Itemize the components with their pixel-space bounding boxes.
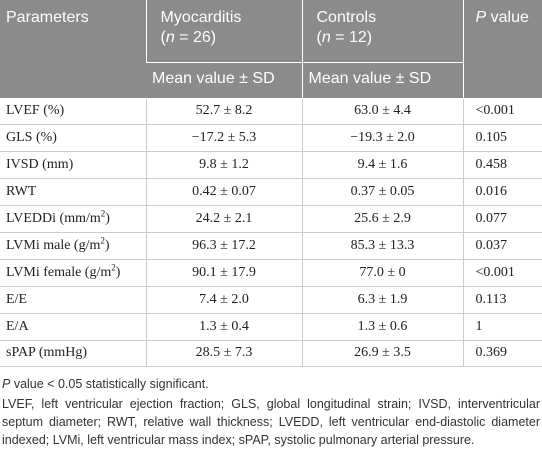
group-name: Myocarditis: [160, 9, 242, 26]
superscript: 2: [100, 208, 106, 219]
text: value < 0.05 statistically significant.: [10, 377, 209, 392]
table-row: E/E 7.4 ± 2.0 6.3 ± 1.9 0.113: [0, 286, 542, 314]
text: RWT: [6, 184, 37, 200]
table-row: LVEDDi (mm/m2) 24.2 ± 2.1 25.6 ± 2.9 0.077: [0, 205, 542, 233]
row-label: LVMi male (g/m2): [0, 232, 146, 260]
text: LVMi female (g/m: [6, 264, 112, 280]
text: LVMi male (g/m: [6, 237, 101, 253]
p-value-cell: <0.001: [462, 259, 542, 287]
p-value-cell: 1: [462, 313, 542, 341]
row-label: LVEF (%): [0, 98, 146, 126]
value-cell: 26.9 ± 3.5: [301, 340, 463, 368]
value-cell: 0.37 ± 0.05: [301, 178, 463, 207]
value-cell: 6.3 ± 1.9: [301, 286, 463, 314]
text: IVSD (mm): [6, 157, 74, 173]
value-cell: 0.42 ± 0.07: [145, 178, 302, 207]
table-body: LVEF (%) 52.7 ± 8.2 63.0 ± 4.4 <0.001 GLS (%…: [0, 98, 542, 368]
p-value-cell: 0.037: [462, 232, 542, 260]
subheader-cell: Mean value ± SD: [146, 62, 302, 99]
text: ): [104, 237, 110, 253]
table-row: LVMi male (g/m2) 96.3 ± 17.2 85.3 ± 13.3 0.…: [0, 232, 542, 260]
value-cell: 77.0 ± 0: [301, 259, 463, 287]
row-label: E/A: [0, 313, 146, 341]
header-cell: P value: [462, 0, 542, 99]
subheader-cell: Mean value ± SD: [301, 62, 463, 99]
value-cell: 52.7 ± 8.2: [145, 98, 302, 126]
text: ): [115, 264, 121, 280]
group-name: Controls: [316, 9, 377, 26]
footnote: LVEF, left ventricular ejection fraction…: [2, 397, 540, 448]
footnotes: P value < 0.05 statistically significant…: [0, 367, 542, 449]
footnote: P value < 0.05 statistically significant…: [2, 375, 540, 393]
table-header: Parameters Myocarditis (n = 26) Controls(…: [0, 0, 542, 99]
value-cell: 96.3 ± 17.2: [145, 232, 302, 260]
table-row: E/A 1.3 ± 0.4 1.3 ± 0.6 1: [0, 313, 542, 341]
header-cell: Parameters: [0, 0, 146, 99]
table-row: sPAP (mmHg) 28.5 ± 7.3 26.9 ± 3.5 0.369: [0, 340, 542, 368]
text: (: [160, 29, 166, 46]
row-label: sPAP (mmHg): [0, 340, 146, 368]
text: value: [486, 9, 529, 26]
p-value-cell: 0.077: [462, 205, 542, 233]
value-cell: 28.5 ± 7.3: [145, 340, 302, 368]
p-value-cell: 0.458: [462, 151, 542, 180]
p-value-cell: 0.016: [462, 178, 542, 207]
text: n: [165, 29, 175, 46]
row-label: LVEDDi (mm/m2): [0, 205, 146, 233]
table-row: RWT 0.42 ± 0.07 0.37 ± 0.05 0.016: [0, 178, 542, 207]
row-label: RWT: [0, 178, 146, 207]
value-cell: 1.3 ± 0.4: [145, 313, 302, 341]
text: P: [2, 377, 11, 392]
table-row: LVMi female (g/m2) 90.1 ± 17.9 77.0 ± 0 <0.…: [0, 259, 542, 287]
p-value-cell: 0.369: [462, 340, 542, 368]
header-cell: Myocarditis (n = 26): [145, 0, 302, 63]
value-cell: 25.6 ± 2.9: [301, 205, 463, 233]
text: E/A: [6, 318, 29, 334]
value-cell: 85.3 ± 13.3: [301, 232, 463, 260]
value-cell: 1.3 ± 0.6: [301, 313, 463, 341]
table-row: IVSD (mm) 9.8 ± 1.2 9.4 ± 1.6 0.458: [0, 151, 542, 180]
text: LVEDDi (mm/m: [6, 211, 101, 226]
text: ): [105, 211, 110, 226]
text: = 12): [330, 29, 373, 46]
row-label: E/E: [0, 286, 146, 314]
p-value-cell: 0.105: [462, 124, 542, 153]
text: sPAP (mmHg): [6, 345, 88, 361]
text: LVEF (%): [6, 103, 65, 119]
data-table: Parameters Myocarditis (n = 26) Controls(…: [0, 0, 542, 368]
p-value-cell: 0.113: [462, 286, 542, 314]
value-cell: 9.8 ± 1.2: [145, 151, 302, 180]
value-cell: −17.2 ± 5.3: [145, 124, 302, 153]
header-cell: Controls (n = 12): [301, 0, 463, 63]
text: P: [475, 9, 487, 26]
table-row: LVEF (%) 52.7 ± 8.2 63.0 ± 4.4 <0.001: [0, 98, 542, 126]
superscript: 2: [100, 235, 105, 246]
value-cell: 7.4 ± 2.0: [145, 286, 302, 314]
text: E/E: [6, 291, 27, 307]
p-value-cell: <0.001: [462, 98, 542, 126]
text: GLS (%): [6, 130, 57, 146]
value-cell: 63.0 ± 4.4: [301, 98, 463, 126]
text: n: [321, 29, 331, 46]
value-cell: 90.1 ± 17.9: [145, 259, 302, 287]
table-row: GLS (%) −17.2 ± 5.3 −19.3 ± 2.0 0.105: [0, 124, 542, 153]
row-label: GLS (%): [0, 124, 146, 153]
value-cell: 24.2 ± 2.1: [145, 205, 302, 233]
superscript: 2: [111, 262, 116, 273]
value-cell: 9.4 ± 1.6: [301, 151, 463, 180]
row-label: LVMi female (g/m2): [0, 259, 146, 287]
text: = 26): [174, 29, 217, 46]
row-label: IVSD (mm): [0, 151, 146, 180]
value-cell: −19.3 ± 2.0: [301, 124, 463, 153]
text: (: [316, 29, 322, 46]
